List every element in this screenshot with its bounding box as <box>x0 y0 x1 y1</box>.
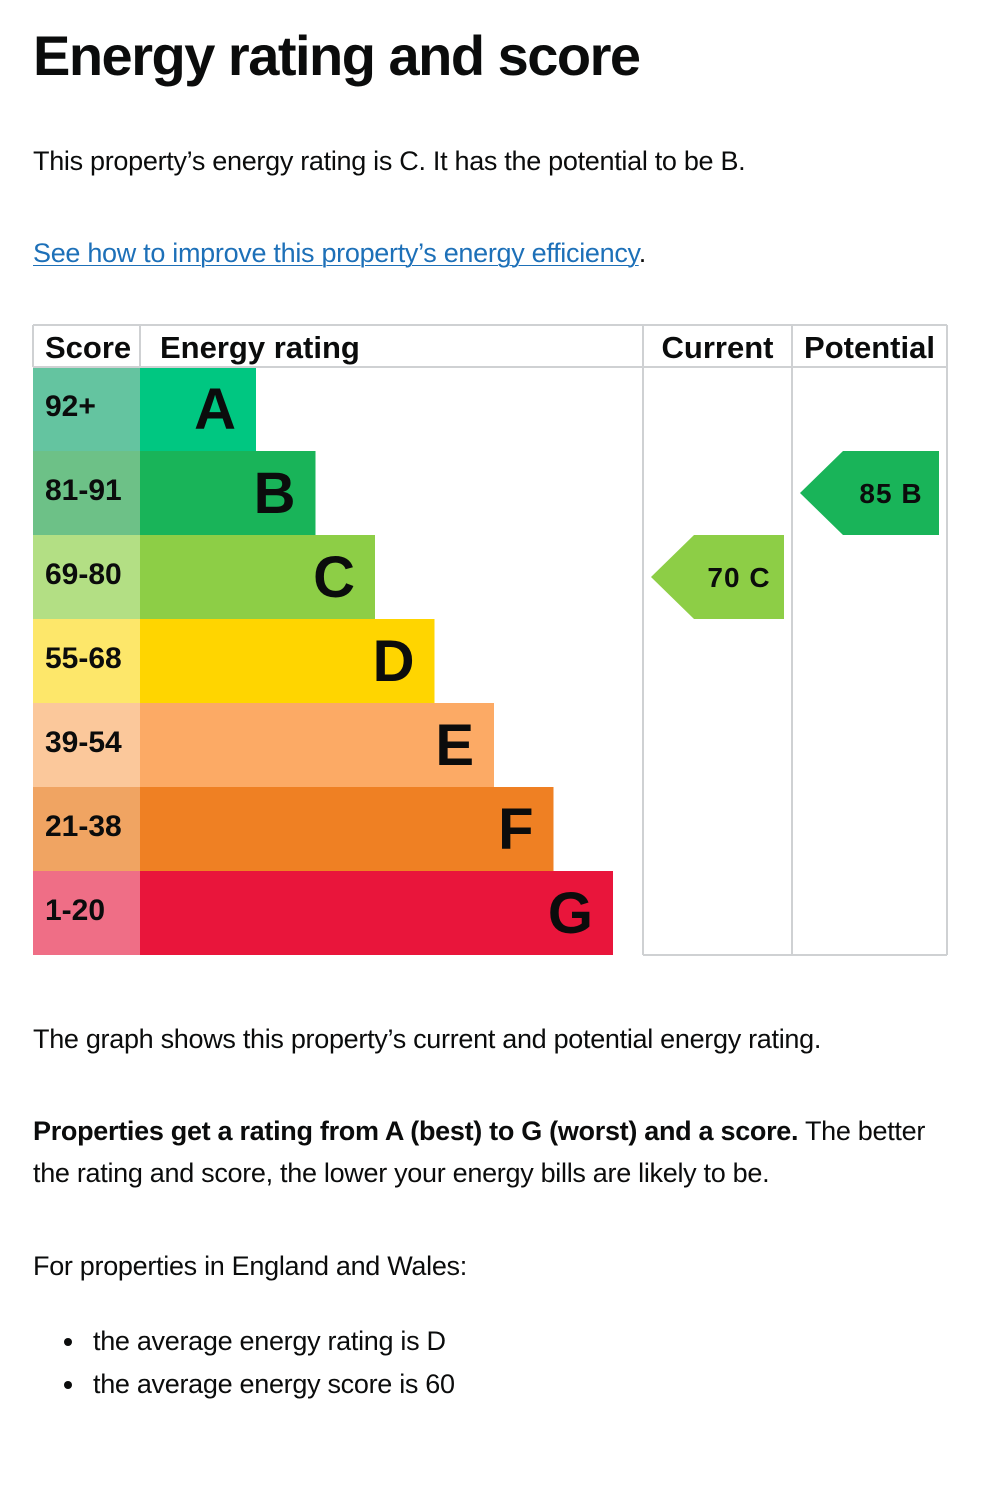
rating-bar-e <box>140 703 494 787</box>
score-range-e: 39-54 <box>45 726 122 759</box>
score-range-f: 21-38 <box>45 810 122 843</box>
rating-bar-d <box>140 619 435 703</box>
score-cell-f <box>33 787 140 871</box>
rating-letter-b: B <box>254 461 296 526</box>
potential-rating-label: 85 B <box>859 478 922 509</box>
rating-letter-e: E <box>435 713 474 778</box>
rating-bar-a <box>140 367 256 451</box>
graph-note: The graph shows this property’s current … <box>33 1024 822 1054</box>
rating-letter-g: G <box>548 881 593 946</box>
current-rating-label: 70 C <box>707 562 770 593</box>
page-title: Energy rating and score <box>33 24 641 87</box>
header-score: Score <box>45 330 131 365</box>
score-range-a: 92+ <box>45 390 96 423</box>
score-range-b: 81-91 <box>45 474 122 507</box>
header-energy-rating: Energy rating <box>160 330 360 365</box>
score-cell-e <box>33 703 140 787</box>
rating-bar-b <box>140 451 316 535</box>
current-rating-arrow <box>651 535 784 619</box>
rating-letter-a: A <box>194 377 236 442</box>
average-rating-item: the average energy rating is D <box>33 1320 455 1363</box>
averages-list: the average energy rating is D the avera… <box>33 1320 455 1406</box>
header-current: Current <box>662 330 774 365</box>
potential-rating-arrow <box>800 451 939 535</box>
rating-bar-c <box>140 535 375 619</box>
rating-letter-f: F <box>498 797 533 862</box>
rating-letter-c: C <box>313 545 355 610</box>
score-range-d: 55-68 <box>45 642 122 675</box>
score-range-g: 1-20 <box>45 894 105 927</box>
rating-explanation-rest: The better the rating and score, the low… <box>33 1116 926 1188</box>
improve-efficiency-link[interactable]: See how to improve this property’s energ… <box>33 238 639 268</box>
rating-explanation: Properties get a rating from A (best) to… <box>33 1110 953 1194</box>
score-cell-g <box>33 871 140 955</box>
improve-link-paragraph: See how to improve this property’s energ… <box>33 232 646 274</box>
header-potential: Potential <box>804 330 935 365</box>
rating-letter-d: D <box>373 629 415 694</box>
rating-summary: This property’s energy rating is C. It h… <box>33 146 746 176</box>
average-score-item: the average energy score is 60 <box>33 1363 455 1406</box>
energy-rating-chart: Score Energy rating Current Potential 92+ A 81… <box>32 324 948 956</box>
score-cell-a <box>33 367 140 451</box>
score-cell-c <box>33 535 140 619</box>
link-suffix: . <box>638 238 647 268</box>
region-intro: For properties in England and Wales: <box>33 1251 467 1281</box>
score-cell-b <box>33 451 140 535</box>
rating-bar-g <box>140 871 613 955</box>
rating-bar-f <box>140 787 554 871</box>
score-cell-d <box>33 619 140 703</box>
score-range-c: 69-80 <box>45 558 122 591</box>
rating-explanation-bold: Properties get a rating from A (best) to… <box>33 1116 799 1146</box>
